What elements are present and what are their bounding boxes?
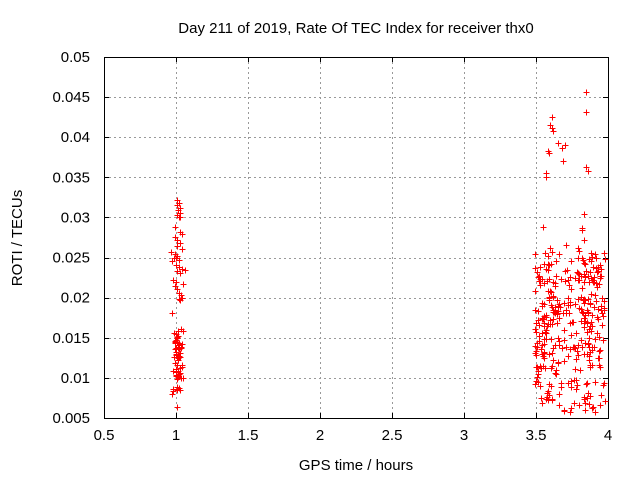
y-tick-label: 0.005 [52, 410, 90, 427]
y-tick-label: 0.01 [61, 370, 90, 387]
x-tick-label: 4 [604, 427, 612, 444]
y-tick-label: 0.02 [61, 290, 90, 307]
x-tick-label: 0.5 [94, 427, 115, 444]
plot-border [104, 57, 609, 419]
axis-ticks [104, 57, 609, 419]
x-tick-label: 3 [460, 427, 468, 444]
y-tick-label: 0.035 [52, 169, 90, 186]
tick-labels: 0.5 1 1.5 2 2.5 3 3.5 4 0.005 0.01 0.015 0.02 0.025 0… [52, 49, 612, 444]
y-tick-label: 0.015 [52, 330, 90, 347]
x-tick-label: 1 [172, 427, 180, 444]
x-tick-label: 2 [316, 427, 324, 444]
x-axis-label: GPS time / hours [299, 457, 413, 474]
y-tick-label: 0.03 [61, 209, 90, 226]
x-tick-label: 2.5 [382, 427, 403, 444]
y-tick-label: 0.025 [52, 250, 90, 267]
grid-lines [104, 57, 608, 418]
x-tick-label: 1.5 [238, 427, 259, 444]
y-tick-label: 0.05 [61, 49, 90, 66]
chart-title: Day 211 of 2019, Rate Of TEC Index for r… [178, 20, 533, 37]
x-tick-label: 3.5 [526, 427, 547, 444]
y-tick-label: 0.04 [61, 129, 90, 146]
scatter-points [168, 89, 609, 416]
y-tick-label: 0.045 [52, 89, 90, 106]
y-axis-label: ROTI / TECUs [9, 190, 26, 286]
